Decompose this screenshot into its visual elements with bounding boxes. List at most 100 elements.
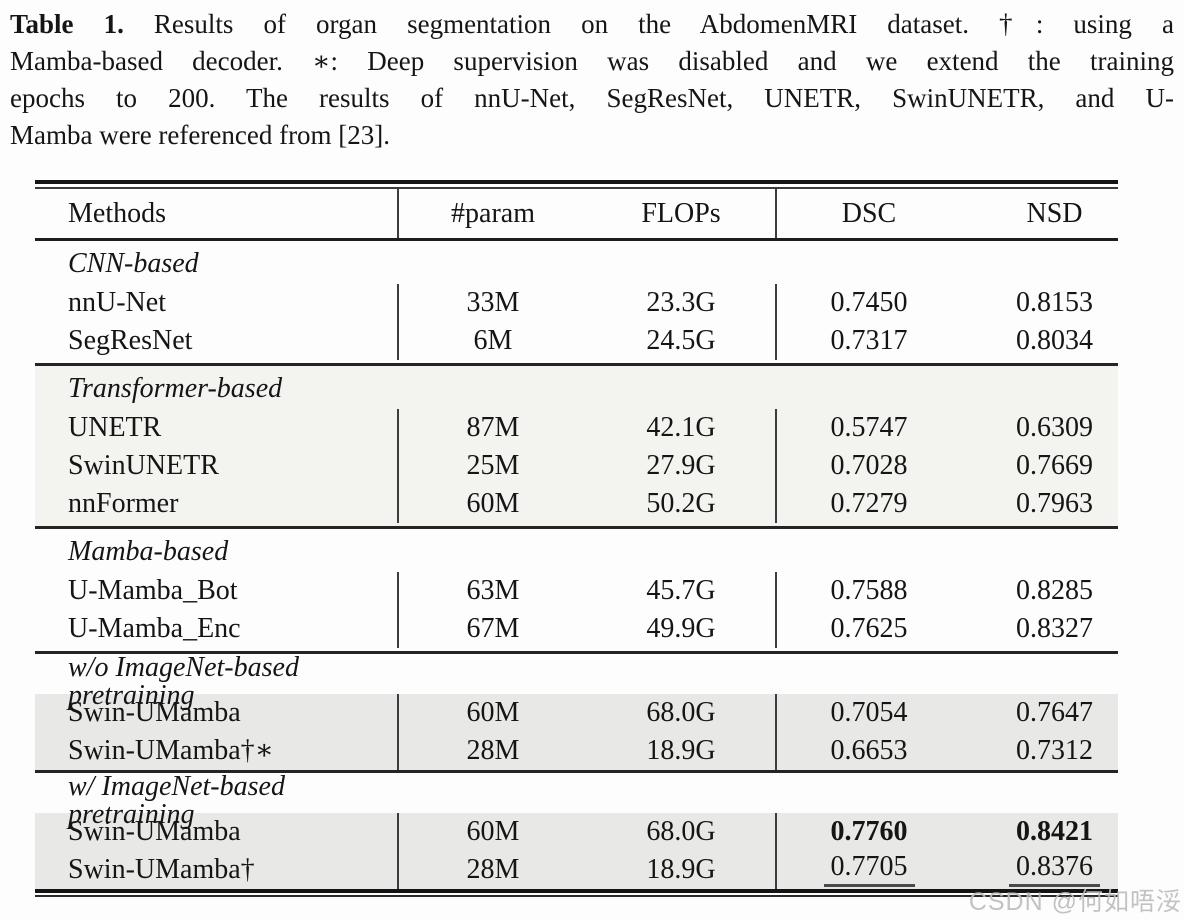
flops-cell: 49.9G: [646, 613, 716, 644]
table-row: U-Mamba_Enc 67M 49.9G 0.7625 0.8327: [35, 610, 1118, 648]
table-header-row: Methods #param FLOPs DSC NSD: [35, 189, 1118, 238]
header-bottom-rule: [35, 238, 1118, 241]
section-header-row: CNN-based: [35, 244, 1118, 284]
table-top-rule: [35, 180, 1118, 189]
table-row: Swin-UMamba† 28M 18.9G 0.7705 0.8376: [35, 851, 1118, 889]
nsd-cell: 0.8285: [1016, 575, 1093, 606]
col-header-nsd: NSD: [1026, 197, 1083, 229]
table-row: Swin-UMamba 60M 68.0G 0.7760 0.8421: [35, 813, 1118, 851]
nsd-cell: 0.6309: [1016, 412, 1093, 443]
method-cell: SegResNet: [68, 325, 193, 356]
section-divider-rule: [35, 651, 1118, 654]
flops-cell: 23.3G: [646, 287, 716, 318]
nsd-cell: 0.8327: [1016, 613, 1093, 644]
dsc-cell: 0.7279: [775, 485, 961, 523]
section-wo-imagenet: w/o ImageNet-based pretraining Swin-UMam…: [35, 654, 1118, 770]
method-cell: Swin-UMamba†∗: [68, 735, 274, 766]
method-cell: Swin-UMamba: [68, 697, 241, 728]
section-header-label: w/o ImageNet-based pretraining: [68, 652, 299, 711]
dsc-cell: 0.7625: [775, 610, 961, 648]
flops-cell: 27.9G: [646, 450, 716, 481]
caption-label: Table 1.: [10, 9, 124, 39]
caption-line-3: epochs to 200. The results of nnU-Net, S…: [10, 83, 1174, 113]
param-cell: 28M: [397, 851, 587, 889]
caption-line-2: Mamba-based decoder. ∗: Deep supervision…: [10, 46, 1174, 76]
caption-line-1: Table 1. Results of organ segmentation o…: [10, 6, 1174, 43]
section-header-row: w/ ImageNet-based pretraining: [35, 773, 1118, 829]
nsd-cell: 0.7963: [1016, 488, 1093, 519]
section-divider-rule: [35, 526, 1118, 529]
section-transformer-based: Transformer-based UNETR 87M 42.1G 0.5747…: [35, 366, 1118, 526]
param-cell: 60M: [397, 485, 587, 523]
section-header-label: CNN-based: [68, 248, 199, 279]
section-w-imagenet: w/ ImageNet-based pretraining Swin-UMamb…: [35, 773, 1118, 889]
dsc-cell: 0.6653: [775, 732, 961, 770]
flops-cell: 24.5G: [646, 325, 716, 356]
table-bottom-rule: [35, 889, 1118, 897]
shaded-row-block: Swin-UMamba 60M 68.0G 0.7760 0.8421 Swin…: [35, 813, 1118, 889]
dsc-cell: 0.7588: [775, 572, 961, 610]
method-cell: nnU-Net: [68, 287, 166, 318]
param-cell: 6M: [397, 322, 587, 360]
table-row: nnFormer 60M 50.2G 0.7279 0.7963: [35, 485, 1118, 523]
col-header-methods: Methods: [68, 197, 166, 229]
section-header-label: w/ ImageNet-based pretraining: [68, 771, 285, 830]
dsc-cell: 0.7450: [775, 284, 961, 322]
section-header-row: Mamba-based: [35, 532, 1118, 572]
param-cell: 67M: [397, 610, 587, 648]
param-cell: 63M: [397, 572, 587, 610]
table-row: SwinUNETR 25M 27.9G 0.7028 0.7669: [35, 447, 1118, 485]
nsd-cell-best: 0.8421: [1016, 816, 1093, 847]
section-header-row: Transformer-based: [35, 369, 1118, 409]
flops-cell: 45.7G: [646, 575, 716, 606]
nsd-cell: 0.7669: [1016, 450, 1093, 481]
section-header-label: Transformer-based: [68, 373, 283, 404]
col-header-param: #param: [397, 189, 587, 238]
section-mamba-based: Mamba-based U-Mamba_Bot 63M 45.7G 0.7588…: [35, 529, 1118, 651]
table-row: Swin-UMamba 60M 68.0G 0.7054 0.7647: [35, 694, 1118, 732]
col-header-dsc: DSC: [775, 189, 961, 238]
method-cell: UNETR: [68, 412, 162, 443]
flops-cell: 68.0G: [646, 697, 716, 728]
section-header-row: w/o ImageNet-based pretraining: [35, 654, 1118, 710]
param-cell: 60M: [397, 694, 587, 732]
table-row: U-Mamba_Bot 63M 45.7G 0.7588 0.8285: [35, 572, 1118, 610]
section-header-label: Mamba-based: [68, 536, 229, 567]
method-cell: Swin-UMamba: [68, 816, 241, 847]
table-row: UNETR 87M 42.1G 0.5747 0.6309: [35, 409, 1118, 447]
nsd-cell: 0.8034: [1016, 325, 1093, 356]
csdn-watermark: CSDN @何如唔浽: [968, 888, 1182, 916]
table-row: Swin-UMamba†∗ 28M 18.9G 0.6653 0.7312: [35, 732, 1118, 770]
method-cell: nnFormer: [68, 488, 179, 519]
flops-cell: 18.9G: [646, 735, 716, 766]
nsd-cell: 0.8153: [1016, 287, 1093, 318]
dsc-cell-second-best: 0.7705: [775, 851, 961, 889]
dsc-cell: 0.7054: [775, 694, 961, 732]
caption-line-4: Mamba were referenced from [23].: [10, 120, 391, 150]
param-cell: 60M: [397, 813, 587, 851]
nsd-cell: 0.7312: [1016, 735, 1093, 766]
table-caption: Table 1. Results of organ segmentation o…: [10, 6, 1174, 154]
table-row: SegResNet 6M 24.5G 0.7317 0.8034: [35, 322, 1118, 360]
dsc-cell: 0.7028: [775, 447, 961, 485]
param-cell: 25M: [397, 447, 587, 485]
flops-cell: 68.0G: [646, 816, 716, 847]
underlined-value: 0.7705: [823, 853, 915, 887]
param-cell: 87M: [397, 409, 587, 447]
section-divider-rule: [35, 363, 1118, 366]
table-row: nnU-Net 33M 23.3G 0.7450 0.8153: [35, 284, 1118, 322]
dsc-cell-best: 0.7760: [775, 813, 961, 851]
shaded-row-block: Swin-UMamba 60M 68.0G 0.7054 0.7647 Swin…: [35, 694, 1118, 770]
nsd-cell: 0.7647: [1016, 697, 1093, 728]
method-cell: U-Mamba_Enc: [68, 613, 241, 644]
section-cnn-based: CNN-based nnU-Net 33M 23.3G 0.7450 0.815…: [35, 241, 1118, 363]
flops-cell: 18.9G: [646, 854, 716, 885]
dsc-cell: 0.5747: [775, 409, 961, 447]
underlined-value: 0.8376: [1009, 853, 1100, 887]
param-cell: 33M: [397, 284, 587, 322]
method-cell: SwinUNETR: [68, 450, 219, 481]
method-cell: Swin-UMamba†: [68, 854, 255, 885]
col-header-flops: FLOPs: [641, 197, 721, 229]
nsd-cell-second-best: 0.8376: [961, 851, 1118, 889]
caption-line-1-text: Results of organ segmentation on the Abd…: [123, 9, 1174, 39]
